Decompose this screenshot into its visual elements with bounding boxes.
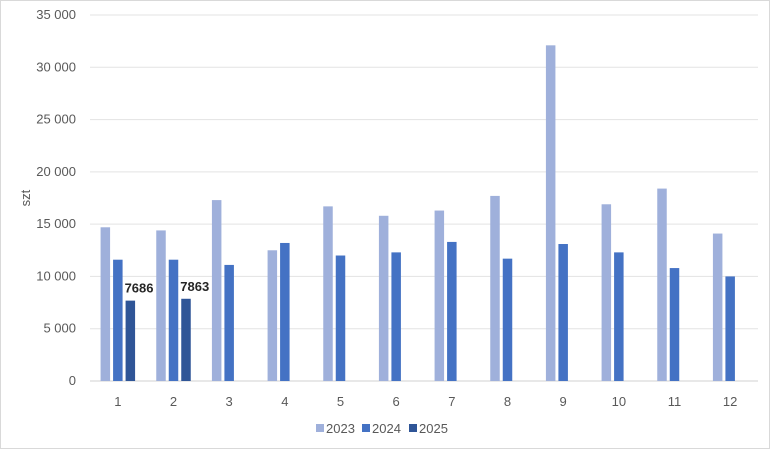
- legend-swatch-2023: [316, 424, 324, 432]
- y-tick-label: 30 000: [36, 59, 76, 74]
- bar-2023-4: [267, 250, 278, 381]
- bar-2023-3: [211, 200, 222, 381]
- bar-2023-7: [434, 210, 445, 381]
- bar-2024-1: [113, 259, 123, 381]
- y-tick-label: 35 000: [36, 7, 76, 22]
- x-tick-label: 5: [337, 394, 344, 409]
- x-tick-label: 6: [393, 394, 400, 409]
- bar-2024-8: [502, 258, 513, 381]
- bar-2024-3: [224, 264, 234, 381]
- bar-2023-2: [156, 230, 166, 381]
- x-tick-label: 2: [170, 394, 177, 409]
- y-axis-title: szt: [18, 189, 33, 206]
- y-tick-label: 5 000: [43, 321, 76, 336]
- x-tick-label: 9: [560, 394, 567, 409]
- bar-2024-4: [280, 242, 290, 381]
- legend-label-2023: 2023: [326, 421, 355, 436]
- bar-2023-9: [545, 45, 556, 381]
- x-tick-label: 1: [114, 394, 121, 409]
- legend-swatch-2025: [409, 424, 417, 432]
- bar-2024-7: [447, 241, 457, 381]
- legend-label-2025: 2025: [419, 421, 448, 436]
- y-tick-label: 10 000: [36, 268, 76, 283]
- bar-2024-12: [725, 276, 735, 381]
- y-tick-label: 0: [69, 373, 76, 388]
- bar-2023-8: [490, 195, 500, 381]
- y-axis-ticks: 0 5 000 10 000 15 000 20 000 25 000 30 000 35 0…: [36, 7, 76, 388]
- bar-2025-1: [125, 300, 136, 381]
- bar-2023-12: [712, 233, 723, 381]
- y-tick-label: 25 000: [36, 112, 76, 127]
- x-tick-label: 12: [723, 394, 737, 409]
- x-axis-ticks: 1 2 3 4 5 6 7 8 9 10 11 12: [114, 394, 737, 409]
- x-tick-label: 11: [668, 394, 682, 409]
- bar-2024-2: [168, 259, 179, 381]
- x-tick-label: 8: [504, 394, 511, 409]
- bar-2024-5: [335, 255, 346, 381]
- bar-2024-10: [614, 252, 624, 381]
- x-tick-label: 3: [226, 394, 233, 409]
- data-label: 7863: [180, 279, 209, 294]
- data-labels: 7686 7863: [125, 279, 210, 296]
- bar-2024-6: [391, 252, 401, 381]
- bar-2023-6: [378, 215, 389, 381]
- legend-label-2024: 2024: [372, 421, 401, 436]
- bar-2025-2: [181, 298, 191, 381]
- bar-2024-9: [558, 244, 568, 381]
- y-tick-label: 15 000: [36, 216, 76, 231]
- bar-2023-5: [323, 206, 333, 381]
- x-tick-label: 10: [612, 394, 626, 409]
- x-tick-label: 4: [281, 394, 288, 409]
- legend: 2023 2024 2025: [316, 421, 448, 436]
- legend-swatch-2024: [362, 424, 370, 432]
- bar-2024-11: [669, 268, 680, 381]
- y-tick-label: 20 000: [36, 164, 76, 179]
- x-tick-label: 7: [448, 394, 455, 409]
- bars: [100, 45, 735, 381]
- gridlines: [90, 14, 758, 382]
- bar-2023-10: [601, 204, 612, 381]
- data-label: 7686: [125, 281, 154, 296]
- bar-2023-1: [100, 227, 111, 381]
- bar-2023-11: [657, 188, 667, 381]
